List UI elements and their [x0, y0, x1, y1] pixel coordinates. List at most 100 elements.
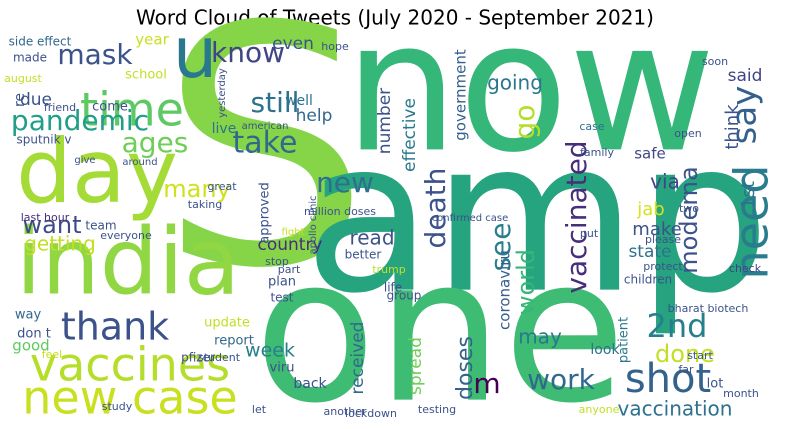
word: due [20, 90, 52, 110]
word: report [214, 334, 254, 349]
word: children [624, 273, 672, 287]
word: hope [321, 40, 349, 53]
word: vaccines [30, 338, 230, 392]
word: give [74, 155, 95, 166]
word: test [270, 291, 293, 305]
word: good [12, 337, 49, 355]
word: world [512, 249, 540, 315]
word: confirmed case [432, 213, 509, 224]
word: still [251, 86, 300, 119]
word: way [15, 308, 42, 323]
word: new case [22, 371, 237, 425]
word: another [323, 405, 366, 418]
word: school [125, 68, 167, 83]
word: please [645, 233, 681, 246]
word: made [13, 51, 47, 65]
word: done [655, 340, 715, 368]
word: lockdown [345, 407, 397, 420]
word: effective [400, 98, 420, 172]
word: student [198, 351, 241, 364]
cloud-area [10, 34, 780, 424]
word: fight [282, 227, 305, 238]
word: life [384, 281, 402, 295]
word: ages [122, 126, 189, 159]
word: taking [188, 198, 222, 211]
word: government [452, 49, 470, 141]
word: jab [636, 199, 664, 220]
word: apollo clinic [308, 195, 319, 254]
word: two [679, 202, 699, 215]
word: see [484, 222, 517, 271]
word: via [650, 170, 680, 194]
word: shot [625, 356, 711, 402]
word: say [725, 86, 765, 145]
word: received [348, 322, 368, 395]
word: vaccination [618, 397, 733, 421]
word: far [678, 363, 694, 376]
word: day [16, 120, 178, 223]
word: yesterday [217, 68, 228, 118]
word: anyone [579, 403, 620, 416]
word: part [278, 263, 301, 276]
word: 1st [738, 181, 759, 209]
word: even [272, 34, 314, 54]
word: going [487, 71, 543, 95]
word: put [580, 227, 599, 240]
word: patient [617, 317, 632, 363]
word: stop [265, 255, 289, 268]
word: take [233, 126, 298, 161]
word: now [344, 0, 715, 192]
word: time [80, 83, 184, 137]
word: side effect [9, 35, 72, 49]
word: know [211, 36, 285, 69]
word: need [725, 165, 779, 280]
word: re [12, 93, 28, 107]
word: feel [42, 348, 62, 361]
word: come [92, 100, 128, 115]
word: read [349, 226, 394, 250]
word: india [16, 208, 240, 315]
word: check [729, 262, 762, 275]
word: getting [24, 232, 96, 256]
word: go [508, 105, 541, 140]
word: country [257, 235, 322, 255]
word: friend [44, 101, 76, 114]
word: trump [372, 263, 406, 276]
word: let [252, 403, 267, 416]
word: back [293, 376, 327, 392]
word: one [254, 215, 626, 429]
word: lot [707, 377, 724, 392]
word: update [204, 316, 250, 331]
word: case [579, 120, 605, 133]
word: death [419, 168, 452, 249]
word: coronaviru [496, 250, 514, 330]
word: may [518, 325, 562, 349]
word: viru [270, 361, 295, 376]
word: many [163, 175, 231, 203]
chart-title: Word Cloud of Tweets (July 2020 - Septem… [136, 6, 654, 30]
word: start [687, 349, 713, 362]
word: think [722, 104, 743, 150]
word: open [674, 127, 701, 140]
word: better [345, 248, 382, 262]
word: testing [418, 403, 456, 416]
word: around [122, 157, 157, 168]
word: make [632, 219, 681, 240]
word: look [590, 342, 620, 358]
word: plan [268, 275, 296, 290]
word: sputnik v [17, 133, 72, 147]
word: new [316, 166, 374, 199]
word: live [212, 121, 237, 137]
word: help [296, 106, 333, 126]
word: pfizer [181, 351, 215, 365]
word: state [628, 242, 671, 262]
word: S [160, 0, 369, 340]
word: m [473, 367, 500, 400]
word: american [242, 121, 289, 132]
word: approved [258, 182, 273, 243]
word: team [85, 219, 116, 233]
word: bharat biotech [668, 302, 749, 315]
word: family [580, 146, 614, 159]
word: moderna [675, 166, 703, 273]
